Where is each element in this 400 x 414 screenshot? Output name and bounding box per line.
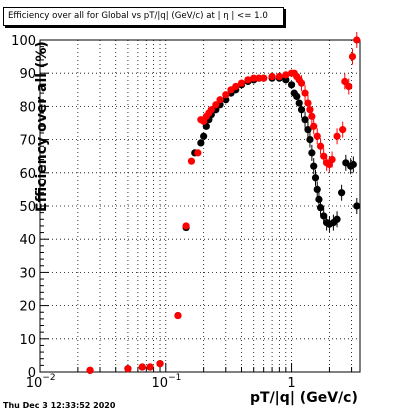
- y-axis-label: Efficiency over all (%): [34, 41, 50, 212]
- chart-title-box: Efficiency over all for Global vs pT/|q|…: [3, 7, 284, 26]
- data-point: [328, 155, 336, 164]
- data-point: [212, 101, 220, 109]
- data-point: [260, 74, 268, 82]
- data-point: [222, 96, 230, 104]
- data-point: [304, 126, 312, 134]
- grid-lines: [40, 40, 360, 372]
- axis-ticks: [39, 39, 353, 373]
- data-point: [315, 195, 323, 203]
- chart-title: Efficiency over all for Global vs pT/|q|…: [8, 11, 268, 21]
- y-tick-label: 80: [19, 100, 36, 115]
- y-tick-label: 60: [19, 167, 36, 182]
- data-point: [146, 363, 154, 371]
- x-tick-label: 10: [152, 376, 169, 391]
- data-point: [207, 106, 215, 114]
- y-tick-label: 20: [19, 300, 36, 315]
- x-axis-label: pT/|q| (GeV/c): [250, 390, 358, 406]
- data-point: [197, 139, 205, 147]
- data-point: [156, 360, 164, 368]
- y-tick-label: 90: [19, 67, 36, 82]
- data-point: [237, 79, 246, 87]
- data-point: [306, 136, 314, 144]
- data-point: [310, 162, 318, 170]
- data-point: [316, 204, 325, 212]
- data-point: [349, 160, 357, 169]
- data-point: [138, 363, 146, 371]
- data-point: [353, 36, 361, 44]
- data-point: [306, 106, 314, 114]
- data-point: [282, 76, 290, 84]
- data-point: [222, 91, 230, 99]
- data-points: [86, 32, 361, 374]
- data-point: [353, 202, 361, 210]
- red-series: [86, 32, 361, 374]
- x-tick-label: 10: [26, 376, 43, 391]
- data-point: [316, 142, 325, 150]
- data-point: [320, 212, 328, 220]
- data-point: [311, 174, 320, 182]
- data-point: [297, 106, 306, 114]
- data-point: [341, 77, 349, 86]
- data-point: [301, 89, 309, 97]
- data-point: [194, 149, 202, 157]
- data-point: [287, 81, 296, 89]
- data-point: [310, 122, 318, 130]
- x-tick-label: 1: [287, 376, 295, 391]
- data-point: [174, 311, 182, 320]
- data-point: [275, 72, 283, 81]
- data-point: [216, 96, 224, 104]
- data-point: [313, 132, 321, 140]
- data-point: [348, 53, 357, 61]
- data-point: [301, 116, 309, 124]
- data-point: [308, 149, 316, 157]
- x-tick-exponent: −1: [168, 373, 181, 383]
- data-point: [268, 72, 276, 81]
- data-point: [232, 82, 240, 91]
- data-point: [308, 112, 316, 120]
- data-point: [295, 99, 303, 107]
- x-tick-exponent: −2: [42, 373, 55, 383]
- data-point: [339, 126, 347, 134]
- data-point: [297, 79, 306, 87]
- data-point: [333, 215, 341, 223]
- data-point: [282, 71, 290, 79]
- data-point: [182, 222, 190, 230]
- data-point: [338, 189, 346, 197]
- y-tick-label: 10: [19, 333, 36, 348]
- y-tick-label: 70: [19, 134, 36, 149]
- data-point: [293, 92, 301, 101]
- data-point: [345, 82, 353, 91]
- data-point: [333, 132, 341, 140]
- y-tick-label: 50: [19, 200, 36, 215]
- data-point: [304, 99, 312, 107]
- data-point: [200, 132, 208, 140]
- y-tick-label: 30: [19, 266, 36, 281]
- data-point: [313, 185, 321, 193]
- y-tick-label: 0: [28, 366, 36, 381]
- data-point: [250, 74, 258, 82]
- timestamp: Thu Dec 3 12:33:52 2020: [3, 401, 116, 410]
- data-point: [124, 365, 132, 373]
- data-point: [244, 76, 252, 84]
- y-tick-label: 100: [11, 34, 36, 49]
- y-tick-label: 40: [19, 233, 36, 248]
- data-point: [187, 157, 196, 165]
- data-point: [320, 152, 328, 160]
- data-point: [86, 366, 94, 374]
